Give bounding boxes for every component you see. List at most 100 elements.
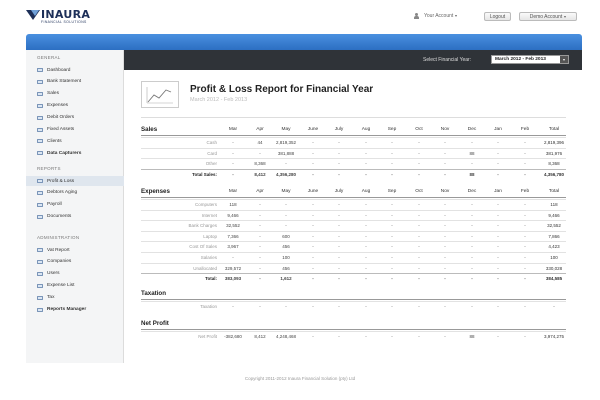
table-cell: - [444,212,446,218]
sidebar-item-debit-orders[interactable]: Debit Orders [26,113,124,123]
row-label: Other [205,161,217,167]
table-cell: - [259,255,261,260]
column-header: Feb [520,127,530,132]
table-row: Net Profit -382,680 8,412 4,248,468 - - - - - - 88… [141,331,566,341]
row-label: Net Profit [198,334,217,339]
row-total-cell: 8,368 [548,161,560,167]
table-cell: - [391,304,393,309]
table-cell: - [524,161,526,167]
table-cell: - [365,244,367,250]
table-cell: - [259,304,261,309]
folder-icon [37,295,43,300]
table-cell: - [365,202,367,207]
sidebar-item-payroll[interactable]: Payroll [26,200,124,210]
table-cell: - [418,212,420,218]
brand-logo[interactable]: INAURA FINANCIAL SOLUTIONS [26,9,90,24]
table-cell: - [444,140,446,145]
demo-account-button[interactable]: Demo Account [519,12,577,21]
sidebar-item-users[interactable]: Users [26,269,124,279]
table-cell: - [338,233,340,239]
chevron-down-icon[interactable] [560,56,568,63]
sidebar-item-reports-manager[interactable]: Reports Manager [26,305,124,315]
sidebar-item-label: Bank Statement [47,79,82,85]
column-header: Oct [415,127,423,132]
sidebar-item-clients[interactable]: Clients [26,136,124,146]
sidebar-item-vat-report[interactable]: Vat Report [26,245,124,255]
row-total-cell: 7,866 [548,233,560,239]
row-total-cell: 118 [550,202,558,207]
account-label: Your Account [424,13,454,19]
sidebar-item-tax[interactable]: Tax [26,293,124,303]
table-cell: 118 [229,202,237,207]
section-heading-sales: Sales [141,126,158,133]
section-heading-expenses: Expenses [141,188,170,195]
table-cell: - [365,233,367,239]
financial-year-select[interactable]: March 2012 - Feb 2013 [491,55,569,64]
sidebar-item-profit-and-loss[interactable]: Profit & Loss [26,176,124,186]
row-label: Bank Charges [188,223,217,229]
sidebar-item-sales[interactable]: Sales [26,89,124,99]
sidebar-item-expense-list[interactable]: Expense List [26,281,124,291]
table-cell: - [418,265,420,271]
folder-icon [37,68,43,72]
folder-icon [37,91,43,96]
sidebar-item-label: Profit & Loss [47,178,75,184]
sidebar-item-expenses[interactable]: Expenses [26,101,124,111]
sidebar-item-data-capturers[interactable]: Data Capturers [26,148,124,158]
table-cell: - [524,150,526,156]
row-total-cell: - [553,304,555,309]
table-cell: - [391,233,393,239]
table-cell: - [338,161,340,167]
table-cell: 4,248,468 [275,334,297,339]
table-cell: - [497,223,499,229]
table-cell: - [391,150,393,156]
table-cell: - [312,233,314,239]
sidebar-item-bank-statement[interactable]: Bank Statement [26,77,124,87]
table-cell: - [391,244,393,250]
table-cell: - [497,334,499,339]
table-cell: - [391,140,393,145]
table-cell: - [471,265,473,271]
sidebar-item-label: Dashboard [47,67,71,73]
account-menu[interactable]: Your Account [414,13,458,19]
table-cell: - [338,171,340,177]
table-cell: - [497,244,499,250]
table-cell: - [312,140,314,145]
sidebar-item-fixed-assets[interactable]: Fixed Assets [26,125,124,135]
user-icon [414,13,419,19]
table-cell: - [391,171,393,177]
table-cell: - [418,140,420,145]
table-cell: - [365,276,367,282]
table-cell: - [365,223,367,229]
table-cell: - [312,276,314,282]
table-cell: 456 [282,244,290,250]
table-cell: - [391,265,393,271]
column-header: June [307,127,319,132]
row-label: Card [207,150,217,156]
section-divider [141,329,566,330]
table-cell: - [524,304,526,309]
sidebar-item-label: Sales [47,91,59,97]
sidebar-item-label: Vat Report [47,247,70,253]
sidebar-item-debtors-aging[interactable]: Debtors Aging [26,188,124,198]
row-total-cell: 4,356,780 [543,171,565,177]
sidebar-item-dashboard[interactable]: Dashboard [26,65,124,75]
sidebar-item-documents[interactable]: Documents [26,212,124,222]
table-cell: - [259,233,261,239]
table-cell: - [259,223,261,229]
logout-button[interactable]: Logout [484,12,511,21]
table-cell: - [391,212,393,218]
sidebar-item-companies[interactable]: Companies [26,257,124,267]
table-cell: - [312,171,314,177]
row-label: Computers [194,202,217,207]
folder-icon [37,115,43,120]
table-cell: 32,552 [226,223,240,229]
row-total-cell: 9,466 [548,212,560,218]
row-total-cell: 2,819,396 [543,140,565,145]
logout-label: Logout [489,13,506,20]
table-cell: - [497,233,499,239]
table-cell: - [418,202,420,207]
folder-icon [37,79,43,84]
table-row: Cost Of Sales 3,967 - 456 - - - - - - - - - 4,423 [141,241,566,251]
column-header: Nov [440,127,450,132]
